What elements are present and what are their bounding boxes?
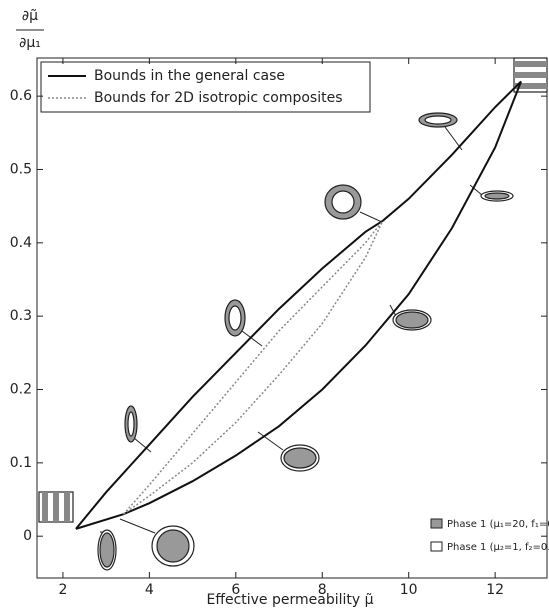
- x-tick-label: 6: [231, 582, 240, 598]
- x-tick-label: 4: [145, 582, 154, 598]
- phase-legend-label: Phase 1 (μ₂=1, f₂=0.4): [447, 542, 549, 553]
- y-tick-label: 0: [23, 528, 32, 544]
- x-label: Effective permeability μ̃: [206, 592, 373, 608]
- icons: [38, 57, 548, 571]
- plot-frame: [36, 57, 548, 579]
- y-tick-label: 0.3: [10, 308, 32, 324]
- y-label-numerator: ∂μ̃: [22, 8, 38, 24]
- series-line: [75, 80, 522, 530]
- y-tick-label: 0.5: [10, 161, 32, 177]
- phase-legend-label: Phase 1 (μ₁=20, f₁=0.6): [447, 519, 549, 530]
- series-line: [122, 220, 384, 515]
- legend-box: [40, 61, 371, 113]
- phase-swatch: [430, 518, 443, 529]
- y-label-denominator: ∂μ₁: [19, 35, 41, 51]
- y-tick-label: 0.2: [10, 382, 32, 398]
- x-tick-label: 10: [400, 582, 418, 598]
- legend-label: Bounds for 2D isotropic composites: [94, 90, 343, 106]
- y-tick-label: 0.4: [10, 235, 32, 251]
- y-tick-label: 0.1: [10, 455, 32, 471]
- legend-label: Bounds in the general case: [94, 68, 285, 84]
- x-tick-label: 8: [318, 582, 327, 598]
- y-tick-label: 0.6: [10, 88, 32, 104]
- striped-box: [38, 491, 74, 523]
- phase-swatch: [430, 541, 443, 552]
- x-tick-label: 2: [58, 582, 67, 598]
- x-tick-label: 12: [486, 582, 504, 598]
